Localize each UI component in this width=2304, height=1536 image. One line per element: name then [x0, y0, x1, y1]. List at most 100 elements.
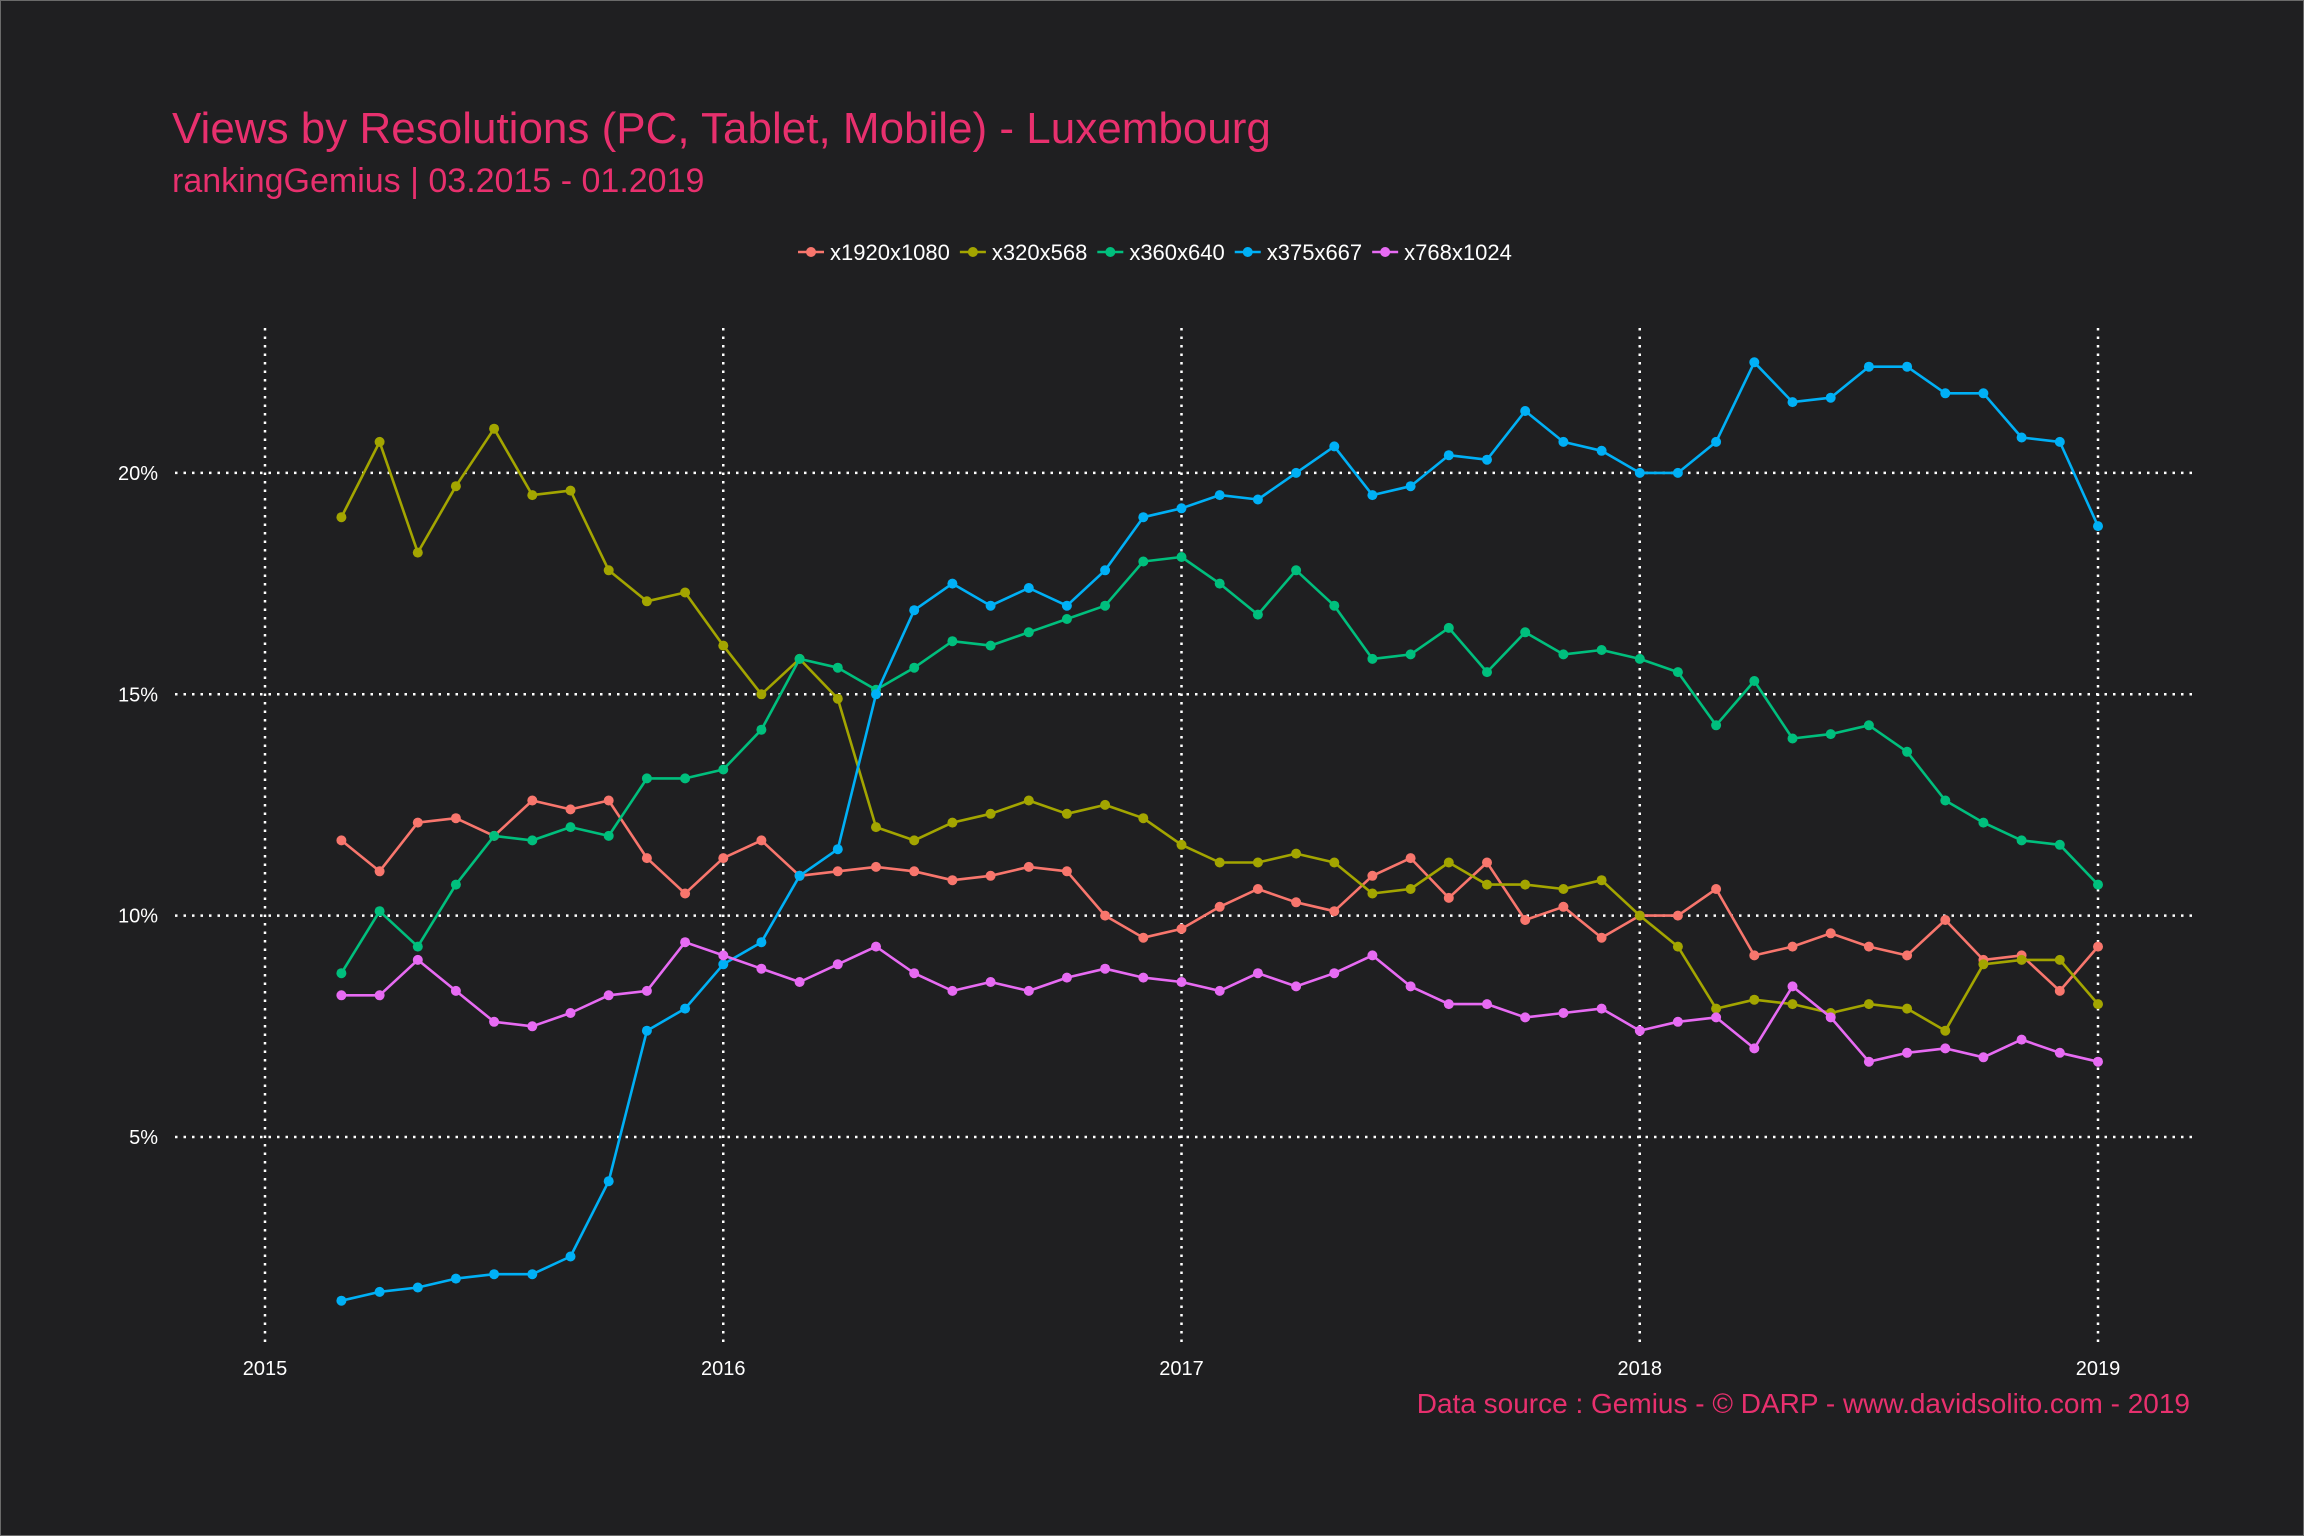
data-point-x768x1024-2017-05	[1329, 968, 1340, 979]
data-point-x768x1024-2018-10	[1978, 1052, 1989, 1063]
data-point-x1920x1080-2016-11	[1100, 910, 1111, 921]
data-point-x1920x1080-2017-01	[1176, 923, 1187, 934]
data-point-x320x568-2016-07	[947, 817, 958, 828]
data-point-x1920x1080-2015-12	[680, 888, 691, 899]
data-point-x768x1024-2016-03	[794, 977, 805, 987]
data-point-x360x640-2017-10	[1520, 627, 1531, 638]
data-point-x320x568-2017-01	[1176, 839, 1187, 850]
legend-key-point	[1380, 247, 1391, 257]
data-point-x375x667-2016-08	[985, 600, 996, 611]
data-point-x360x640-2015-06	[450, 879, 461, 890]
data-point-x360x640-2017-08	[1443, 622, 1454, 633]
data-point-x375x667-2017-03	[1252, 494, 1263, 505]
data-point-x768x1024-2017-11	[1558, 1008, 1569, 1018]
data-point-x768x1024-2018-05	[1787, 981, 1798, 992]
data-point-x1920x1080-2017-02	[1214, 901, 1225, 912]
data-point-x360x640-2018-03	[1711, 720, 1722, 731]
data-point-x1920x1080-2016-08	[985, 870, 996, 881]
data-point-x768x1024-2018-01	[1634, 1025, 1645, 1036]
data-point-x768x1024-2018-11	[2016, 1034, 2027, 1045]
data-point-x375x667-2016-05	[871, 689, 881, 700]
data-point-x375x667-2018-10	[1978, 388, 1989, 399]
data-point-x1920x1080-2018-02	[1672, 910, 1683, 921]
data-point-x1920x1080-2015-03	[336, 835, 347, 846]
data-point-x320x568-2018-04	[1749, 994, 1760, 1005]
data-point-x360x640-2015-12	[680, 773, 691, 784]
data-point-x768x1024-2018-04	[1749, 1043, 1760, 1054]
legend-item-x375x667: x375x667	[1234, 240, 1362, 265]
grid-lines	[175, 328, 2192, 1345]
legend: x1920x1080 x320x568 x360x640 x375x667 x768x1…	[798, 240, 1512, 265]
data-point-x375x667-2018-05	[1787, 397, 1798, 408]
data-point-x375x667-2017-11	[1558, 436, 1569, 447]
data-point-x375x667-2015-10	[603, 1176, 614, 1187]
legend-label-x320x568: x320x568	[992, 240, 1087, 265]
data-point-x1920x1080-2017-06	[1367, 870, 1378, 881]
data-point-x375x667-2016-02	[756, 937, 767, 948]
series-x1920x1080	[336, 795, 2103, 996]
data-point-x768x1024-2015-07	[489, 1016, 500, 1027]
data-point-x375x667-2015-11	[641, 1025, 652, 1036]
data-point-x1920x1080-2015-09	[565, 804, 576, 815]
x-tick-label-2015: 2015	[243, 1358, 288, 1380]
data-point-x1920x1080-2016-10	[1061, 866, 1072, 877]
data-point-x360x640-2018-05	[1787, 733, 1798, 744]
data-point-x360x640-2017-07	[1405, 649, 1416, 660]
data-point-x360x640-2016-07	[947, 636, 958, 647]
data-point-x360x640-2016-12	[1138, 556, 1149, 567]
data-point-x375x667-2016-06	[909, 605, 920, 616]
data-point-x320x568-2015-07	[489, 423, 500, 434]
data-point-x360x640-2016-10	[1061, 614, 1072, 624]
legend-item-x360x640: x360x640	[1097, 240, 1225, 265]
data-point-x375x667-2015-04	[374, 1286, 385, 1297]
data-point-x360x640-2017-02	[1214, 578, 1225, 589]
data-point-x375x667-2018-11	[2016, 432, 2027, 443]
legend-label-x375x667: x375x667	[1267, 240, 1362, 265]
data-point-x768x1024-2015-09	[565, 1008, 576, 1018]
data-point-x1920x1080-2016-05	[871, 861, 881, 872]
data-point-x320x568-2016-08	[985, 808, 996, 819]
axis-tick-labels: 2015 2016 2017 2018 2019 5% 10% 15% 20%	[118, 463, 2120, 1380]
data-point-x1920x1080-2015-05	[412, 817, 423, 828]
data-point-x320x568-2017-11	[1558, 884, 1569, 894]
data-point-x375x667-2018-06	[1825, 392, 1836, 403]
data-point-x1920x1080-2018-03	[1711, 884, 1722, 894]
data-point-x1920x1080-2017-07	[1405, 853, 1416, 864]
data-point-x320x568-2017-02	[1214, 857, 1225, 868]
data-point-x1920x1080-2017-10	[1520, 915, 1531, 925]
series-x375x667	[336, 357, 2103, 1306]
data-point-x375x667-2015-06	[450, 1273, 461, 1284]
data-point-x375x667-2016-12	[1138, 512, 1149, 523]
data-point-x375x667-2015-05	[412, 1282, 423, 1293]
data-point-x375x667-2018-01	[1634, 467, 1645, 478]
x-tick-label-2017: 2017	[1159, 1358, 1204, 1380]
data-point-x768x1024-2017-04	[1291, 981, 1302, 992]
data-point-x768x1024-2016-11	[1100, 963, 1111, 974]
data-point-x360x640-2018-09	[1940, 795, 1951, 806]
chart-caption: Data source : Gemius - © DARP - www.davi…	[1416, 1388, 2190, 1419]
data-point-x320x568-2017-10	[1520, 879, 1531, 890]
data-point-x375x667-2017-10	[1520, 406, 1531, 416]
data-point-x768x1024-2016-09	[1023, 985, 1034, 996]
data-point-x768x1024-2015-05	[412, 954, 423, 965]
data-point-x1920x1080-2018-04	[1749, 950, 1760, 961]
legend-item-x768x1024: x768x1024	[1372, 240, 1512, 265]
data-point-x375x667-2019-01	[2093, 521, 2103, 532]
data-point-x1920x1080-2017-12	[1596, 932, 1607, 943]
chart-subtitle: rankingGemius | 03.2015 - 01.2019	[172, 162, 705, 200]
legend-label-x360x640: x360x640	[1129, 240, 1224, 265]
legend-item-x1920x1080: x1920x1080	[798, 240, 950, 265]
data-point-x768x1024-2017-02	[1214, 985, 1225, 996]
data-point-x1920x1080-2017-04	[1291, 897, 1302, 908]
data-point-x360x640-2018-10	[1978, 817, 1989, 828]
data-point-x320x568-2016-09	[1023, 795, 1034, 806]
data-point-x375x667-2016-07	[947, 578, 958, 589]
data-point-x768x1024-2017-01	[1176, 977, 1187, 987]
data-point-x768x1024-2018-07	[1863, 1056, 1874, 1067]
data-point-x768x1024-2018-06	[1825, 1012, 1836, 1023]
data-point-x768x1024-2015-10	[603, 990, 614, 1001]
data-point-x360x640-2018-08	[1902, 746, 1913, 757]
x-tick-label-2016: 2016	[701, 1358, 746, 1380]
data-point-x320x568-2015-09	[565, 485, 576, 496]
data-point-x375x667-2017-05	[1329, 441, 1340, 452]
